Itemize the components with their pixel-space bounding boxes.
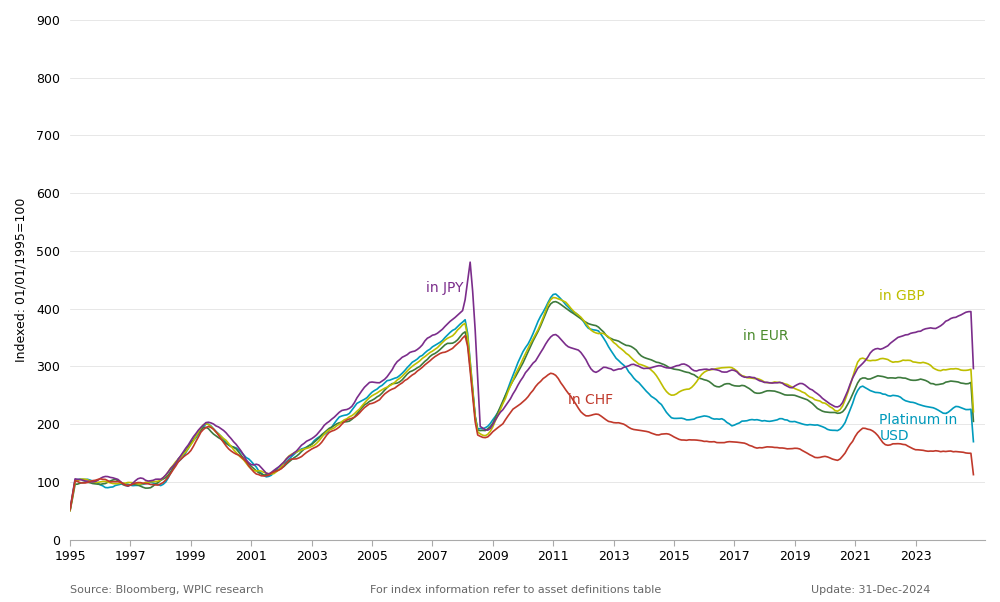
Text: in GBP: in GBP: [879, 289, 925, 303]
Text: Update: 31-Dec-2024: Update: 31-Dec-2024: [811, 585, 930, 595]
Text: in JPY: in JPY: [426, 281, 464, 296]
Text: in EUR: in EUR: [743, 329, 789, 343]
Text: Platinum in
USD: Platinum in USD: [879, 413, 958, 443]
Text: Source: Bloomberg, WPIC research: Source: Bloomberg, WPIC research: [70, 585, 264, 595]
Y-axis label: Indexed: 01/01/1995=100: Indexed: 01/01/1995=100: [15, 197, 28, 362]
Text: For index information refer to asset definitions table: For index information refer to asset def…: [370, 585, 661, 595]
Text: in CHF: in CHF: [568, 393, 613, 407]
